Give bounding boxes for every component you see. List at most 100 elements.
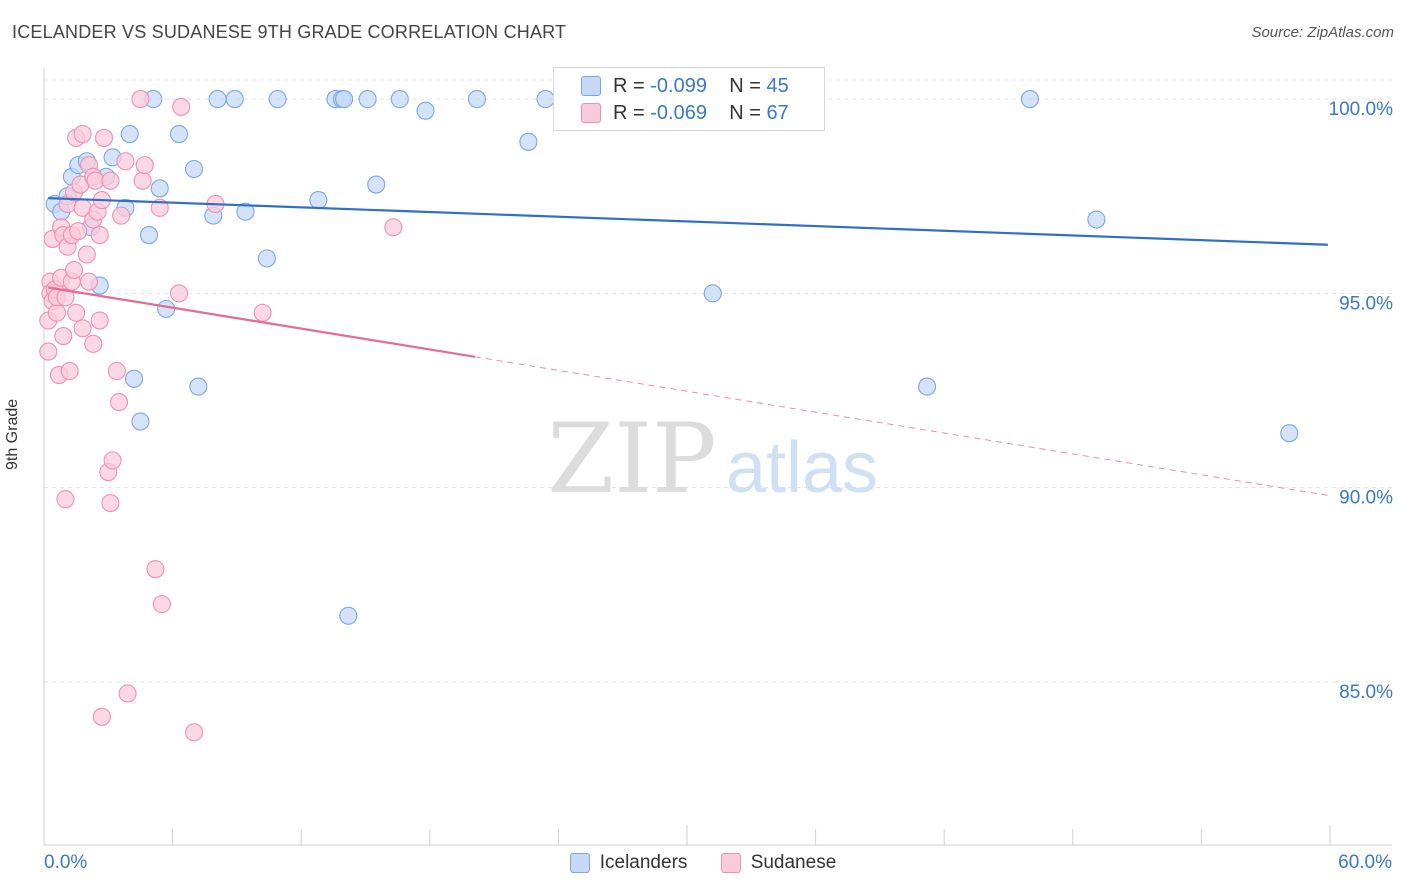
data-point	[101, 494, 120, 513]
n-value: 67	[766, 101, 789, 124]
data-point	[60, 361, 79, 381]
data-point	[92, 707, 111, 726]
data-point	[309, 191, 328, 210]
data-point	[54, 327, 73, 346]
data-point	[172, 97, 191, 116]
x-tick-label-min: 0.0%	[44, 852, 88, 873]
data-point	[120, 124, 139, 144]
y-tick-labels: 85.0% 90.0% 95.0% 100.0%	[1329, 99, 1394, 703]
r-value: -0.099	[650, 74, 707, 97]
data-point	[703, 284, 722, 303]
data-point	[107, 361, 126, 381]
data-point	[133, 171, 152, 190]
legend-label-sudanese: Sudanese	[750, 852, 837, 873]
data-point	[124, 369, 144, 388]
data-point	[257, 249, 276, 268]
data-point	[69, 222, 88, 241]
data-point	[157, 299, 176, 318]
y-tick-label: 100.0%	[1329, 99, 1394, 120]
data-point	[169, 284, 189, 303]
r-value: -0.069	[650, 101, 707, 124]
y-tick-label: 95.0%	[1339, 293, 1393, 314]
data-point	[1087, 210, 1106, 229]
data-point	[116, 152, 135, 171]
data-point	[56, 490, 75, 509]
data-point	[56, 288, 75, 307]
chart-title: ICELANDER VS SUDANESE 9TH GRADE CORRELAT…	[12, 22, 567, 42]
r-label: R =	[613, 74, 651, 97]
watermark-zip: ZIP	[547, 403, 716, 515]
stats-row-icelanders: R = -0.099 N = 45	[581, 73, 789, 99]
axes	[43, 68, 1392, 846]
legend-label-icelanders: Icelanders	[599, 852, 688, 873]
data-point	[467, 90, 487, 109]
data-point	[150, 198, 169, 217]
data-point	[1280, 424, 1299, 443]
stats-legend-box: R = -0.099 N = 45 R = -0.069 N = 67	[553, 67, 825, 131]
data-point	[73, 124, 92, 144]
legend-item-icelanders[interactable]: Icelanders	[569, 852, 688, 874]
data-point	[189, 377, 208, 396]
r-label: R =	[613, 101, 651, 124]
trend-lines	[48, 197, 1328, 496]
data-point	[64, 260, 84, 280]
trend-line-icelanders	[48, 197, 1328, 246]
data-point	[84, 334, 103, 353]
data-point	[384, 218, 403, 237]
data-point	[67, 303, 86, 322]
watermark-atlas: atlas	[726, 428, 878, 508]
data-point	[390, 90, 409, 109]
data-point	[77, 245, 96, 264]
sudanese-legend-swatch	[720, 853, 741, 873]
data-point	[73, 319, 92, 338]
data-point	[184, 723, 204, 742]
data-point	[86, 171, 105, 190]
data-point	[135, 156, 154, 175]
bottom-legend: Icelanders Sudanese	[0, 852, 1406, 879]
y-tick-label: 90.0%	[1339, 488, 1393, 509]
data-point	[335, 90, 354, 109]
data-point	[94, 128, 114, 147]
stats-row-sudanese: R = -0.069 N = 67	[581, 100, 789, 126]
data-point	[208, 90, 227, 109]
y-tick-label: 85.0%	[1339, 682, 1393, 703]
data-point	[253, 303, 272, 322]
data-point	[236, 202, 255, 221]
data-point	[79, 272, 99, 291]
n-value: 45	[766, 74, 789, 97]
data-point	[1020, 90, 1039, 109]
data-point	[101, 171, 120, 190]
grid-lines	[44, 79, 1392, 683]
sudanese-swatch	[581, 103, 601, 123]
n-label: N =	[729, 74, 767, 97]
series-icelanders	[45, 90, 1299, 625]
watermark: ZIP atlas	[547, 403, 878, 515]
data-point	[39, 342, 58, 361]
data-point	[139, 226, 159, 245]
n-label: N =	[729, 101, 767, 124]
data-point	[152, 595, 171, 614]
data-point	[90, 226, 109, 245]
data-point	[103, 451, 122, 470]
data-point	[339, 606, 358, 625]
data-point	[184, 159, 204, 179]
data-point	[118, 684, 137, 703]
data-point	[225, 90, 244, 109]
data-point	[131, 412, 150, 431]
data-point	[367, 175, 386, 194]
data-point	[47, 303, 66, 322]
data-point	[112, 206, 131, 225]
data-point	[109, 393, 129, 412]
series-sudanese	[39, 90, 403, 742]
legend-item-sudanese[interactable]: Sudanese	[720, 852, 837, 874]
data-point	[268, 90, 287, 109]
x-tick-label-max: 60.0%	[1338, 852, 1392, 873]
data-point	[131, 90, 150, 109]
data-point	[918, 377, 937, 396]
source-label: Source: ZipAtlas.com	[1251, 24, 1394, 41]
data-point	[90, 311, 109, 330]
data-point	[150, 179, 169, 198]
data-point	[416, 101, 435, 120]
data-point	[146, 560, 165, 579]
